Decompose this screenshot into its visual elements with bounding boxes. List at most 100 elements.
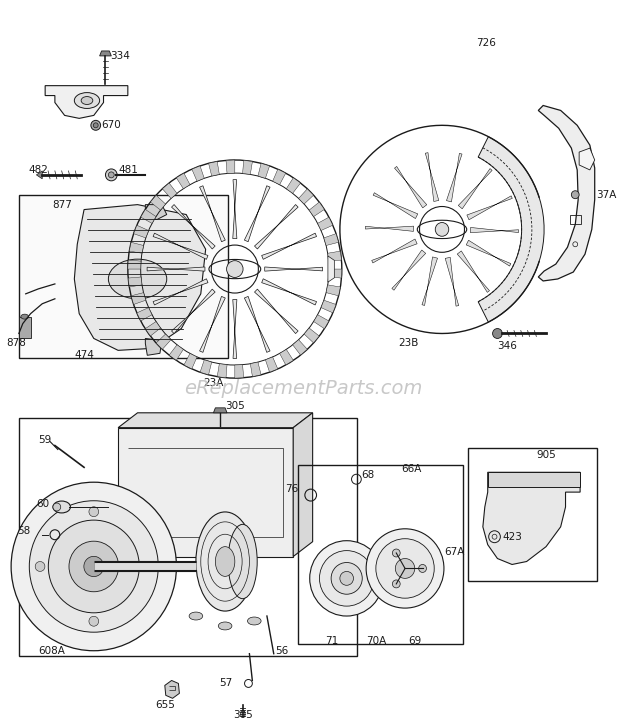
Circle shape bbox=[331, 562, 362, 594]
Text: 346: 346 bbox=[497, 342, 517, 352]
Circle shape bbox=[11, 482, 177, 651]
Text: 37A: 37A bbox=[596, 190, 617, 200]
Polygon shape bbox=[250, 362, 261, 377]
Polygon shape bbox=[446, 153, 462, 202]
Ellipse shape bbox=[81, 97, 93, 105]
Circle shape bbox=[366, 529, 444, 608]
Text: 474: 474 bbox=[74, 350, 94, 360]
Polygon shape bbox=[232, 300, 237, 358]
Text: 481: 481 bbox=[118, 165, 138, 175]
Text: 68: 68 bbox=[361, 470, 374, 480]
Polygon shape bbox=[240, 718, 246, 721]
Polygon shape bbox=[299, 189, 314, 204]
Polygon shape bbox=[244, 297, 270, 352]
Polygon shape bbox=[130, 243, 144, 253]
Polygon shape bbox=[262, 233, 317, 259]
Circle shape bbox=[376, 539, 434, 599]
Polygon shape bbox=[200, 297, 225, 352]
Circle shape bbox=[396, 559, 415, 578]
Polygon shape bbox=[45, 86, 128, 118]
Polygon shape bbox=[169, 345, 184, 360]
Circle shape bbox=[53, 503, 61, 511]
Ellipse shape bbox=[228, 524, 257, 599]
Circle shape bbox=[492, 329, 502, 339]
Polygon shape bbox=[304, 328, 319, 343]
Polygon shape bbox=[147, 267, 205, 271]
Circle shape bbox=[392, 580, 400, 588]
Polygon shape bbox=[200, 186, 225, 242]
Polygon shape bbox=[467, 196, 512, 219]
Circle shape bbox=[48, 520, 140, 613]
Polygon shape bbox=[37, 171, 42, 179]
Ellipse shape bbox=[21, 314, 29, 319]
Polygon shape bbox=[328, 251, 342, 261]
Polygon shape bbox=[100, 51, 112, 56]
Polygon shape bbox=[162, 183, 177, 199]
Polygon shape bbox=[153, 233, 208, 259]
Circle shape bbox=[418, 565, 427, 573]
Text: eReplacementParts.com: eReplacementParts.com bbox=[184, 378, 422, 398]
Text: 59: 59 bbox=[38, 435, 51, 445]
Polygon shape bbox=[458, 168, 492, 209]
Circle shape bbox=[105, 169, 117, 180]
Circle shape bbox=[310, 541, 384, 616]
Polygon shape bbox=[165, 680, 179, 698]
Text: 56: 56 bbox=[276, 645, 289, 656]
Polygon shape bbox=[314, 315, 329, 329]
Polygon shape bbox=[365, 226, 414, 231]
Polygon shape bbox=[488, 472, 580, 487]
Circle shape bbox=[35, 562, 45, 571]
Text: 58: 58 bbox=[17, 526, 30, 536]
Polygon shape bbox=[141, 209, 156, 223]
Polygon shape bbox=[394, 167, 427, 208]
Polygon shape bbox=[145, 321, 161, 336]
Text: 877: 877 bbox=[52, 199, 72, 209]
Polygon shape bbox=[254, 289, 298, 334]
Polygon shape bbox=[392, 250, 426, 290]
Circle shape bbox=[89, 617, 99, 626]
Polygon shape bbox=[192, 166, 204, 181]
Circle shape bbox=[91, 121, 100, 130]
Polygon shape bbox=[145, 339, 162, 355]
Polygon shape bbox=[128, 277, 142, 287]
Polygon shape bbox=[118, 427, 293, 557]
Circle shape bbox=[84, 557, 104, 577]
Polygon shape bbox=[134, 225, 149, 238]
Polygon shape bbox=[200, 360, 211, 375]
Polygon shape bbox=[372, 239, 417, 263]
Polygon shape bbox=[172, 204, 215, 249]
Text: 57: 57 bbox=[219, 679, 233, 689]
Polygon shape bbox=[265, 357, 278, 373]
Text: 482: 482 bbox=[29, 165, 48, 175]
Polygon shape bbox=[254, 204, 298, 249]
Polygon shape bbox=[538, 105, 595, 281]
Polygon shape bbox=[373, 193, 418, 219]
Text: 71: 71 bbox=[326, 636, 339, 645]
Polygon shape bbox=[131, 292, 146, 305]
Text: 608A: 608A bbox=[38, 645, 65, 656]
Polygon shape bbox=[128, 260, 141, 269]
Polygon shape bbox=[324, 234, 339, 245]
Circle shape bbox=[108, 172, 114, 178]
Ellipse shape bbox=[189, 612, 203, 620]
Polygon shape bbox=[258, 163, 270, 178]
Polygon shape bbox=[483, 472, 580, 565]
Circle shape bbox=[392, 549, 400, 557]
Text: 67A: 67A bbox=[444, 547, 464, 557]
Polygon shape bbox=[579, 148, 595, 170]
Text: 305: 305 bbox=[232, 710, 252, 720]
Text: 60: 60 bbox=[37, 499, 50, 509]
Polygon shape bbox=[293, 339, 308, 355]
Ellipse shape bbox=[218, 622, 232, 630]
Text: 23B: 23B bbox=[398, 339, 418, 349]
Polygon shape bbox=[137, 308, 152, 321]
Text: 70A: 70A bbox=[366, 636, 386, 645]
Circle shape bbox=[435, 222, 449, 236]
Circle shape bbox=[29, 501, 158, 632]
Polygon shape bbox=[19, 317, 30, 339]
Polygon shape bbox=[293, 413, 312, 557]
Ellipse shape bbox=[215, 547, 235, 576]
Polygon shape bbox=[151, 195, 166, 210]
Circle shape bbox=[319, 551, 374, 606]
Polygon shape bbox=[445, 257, 459, 306]
